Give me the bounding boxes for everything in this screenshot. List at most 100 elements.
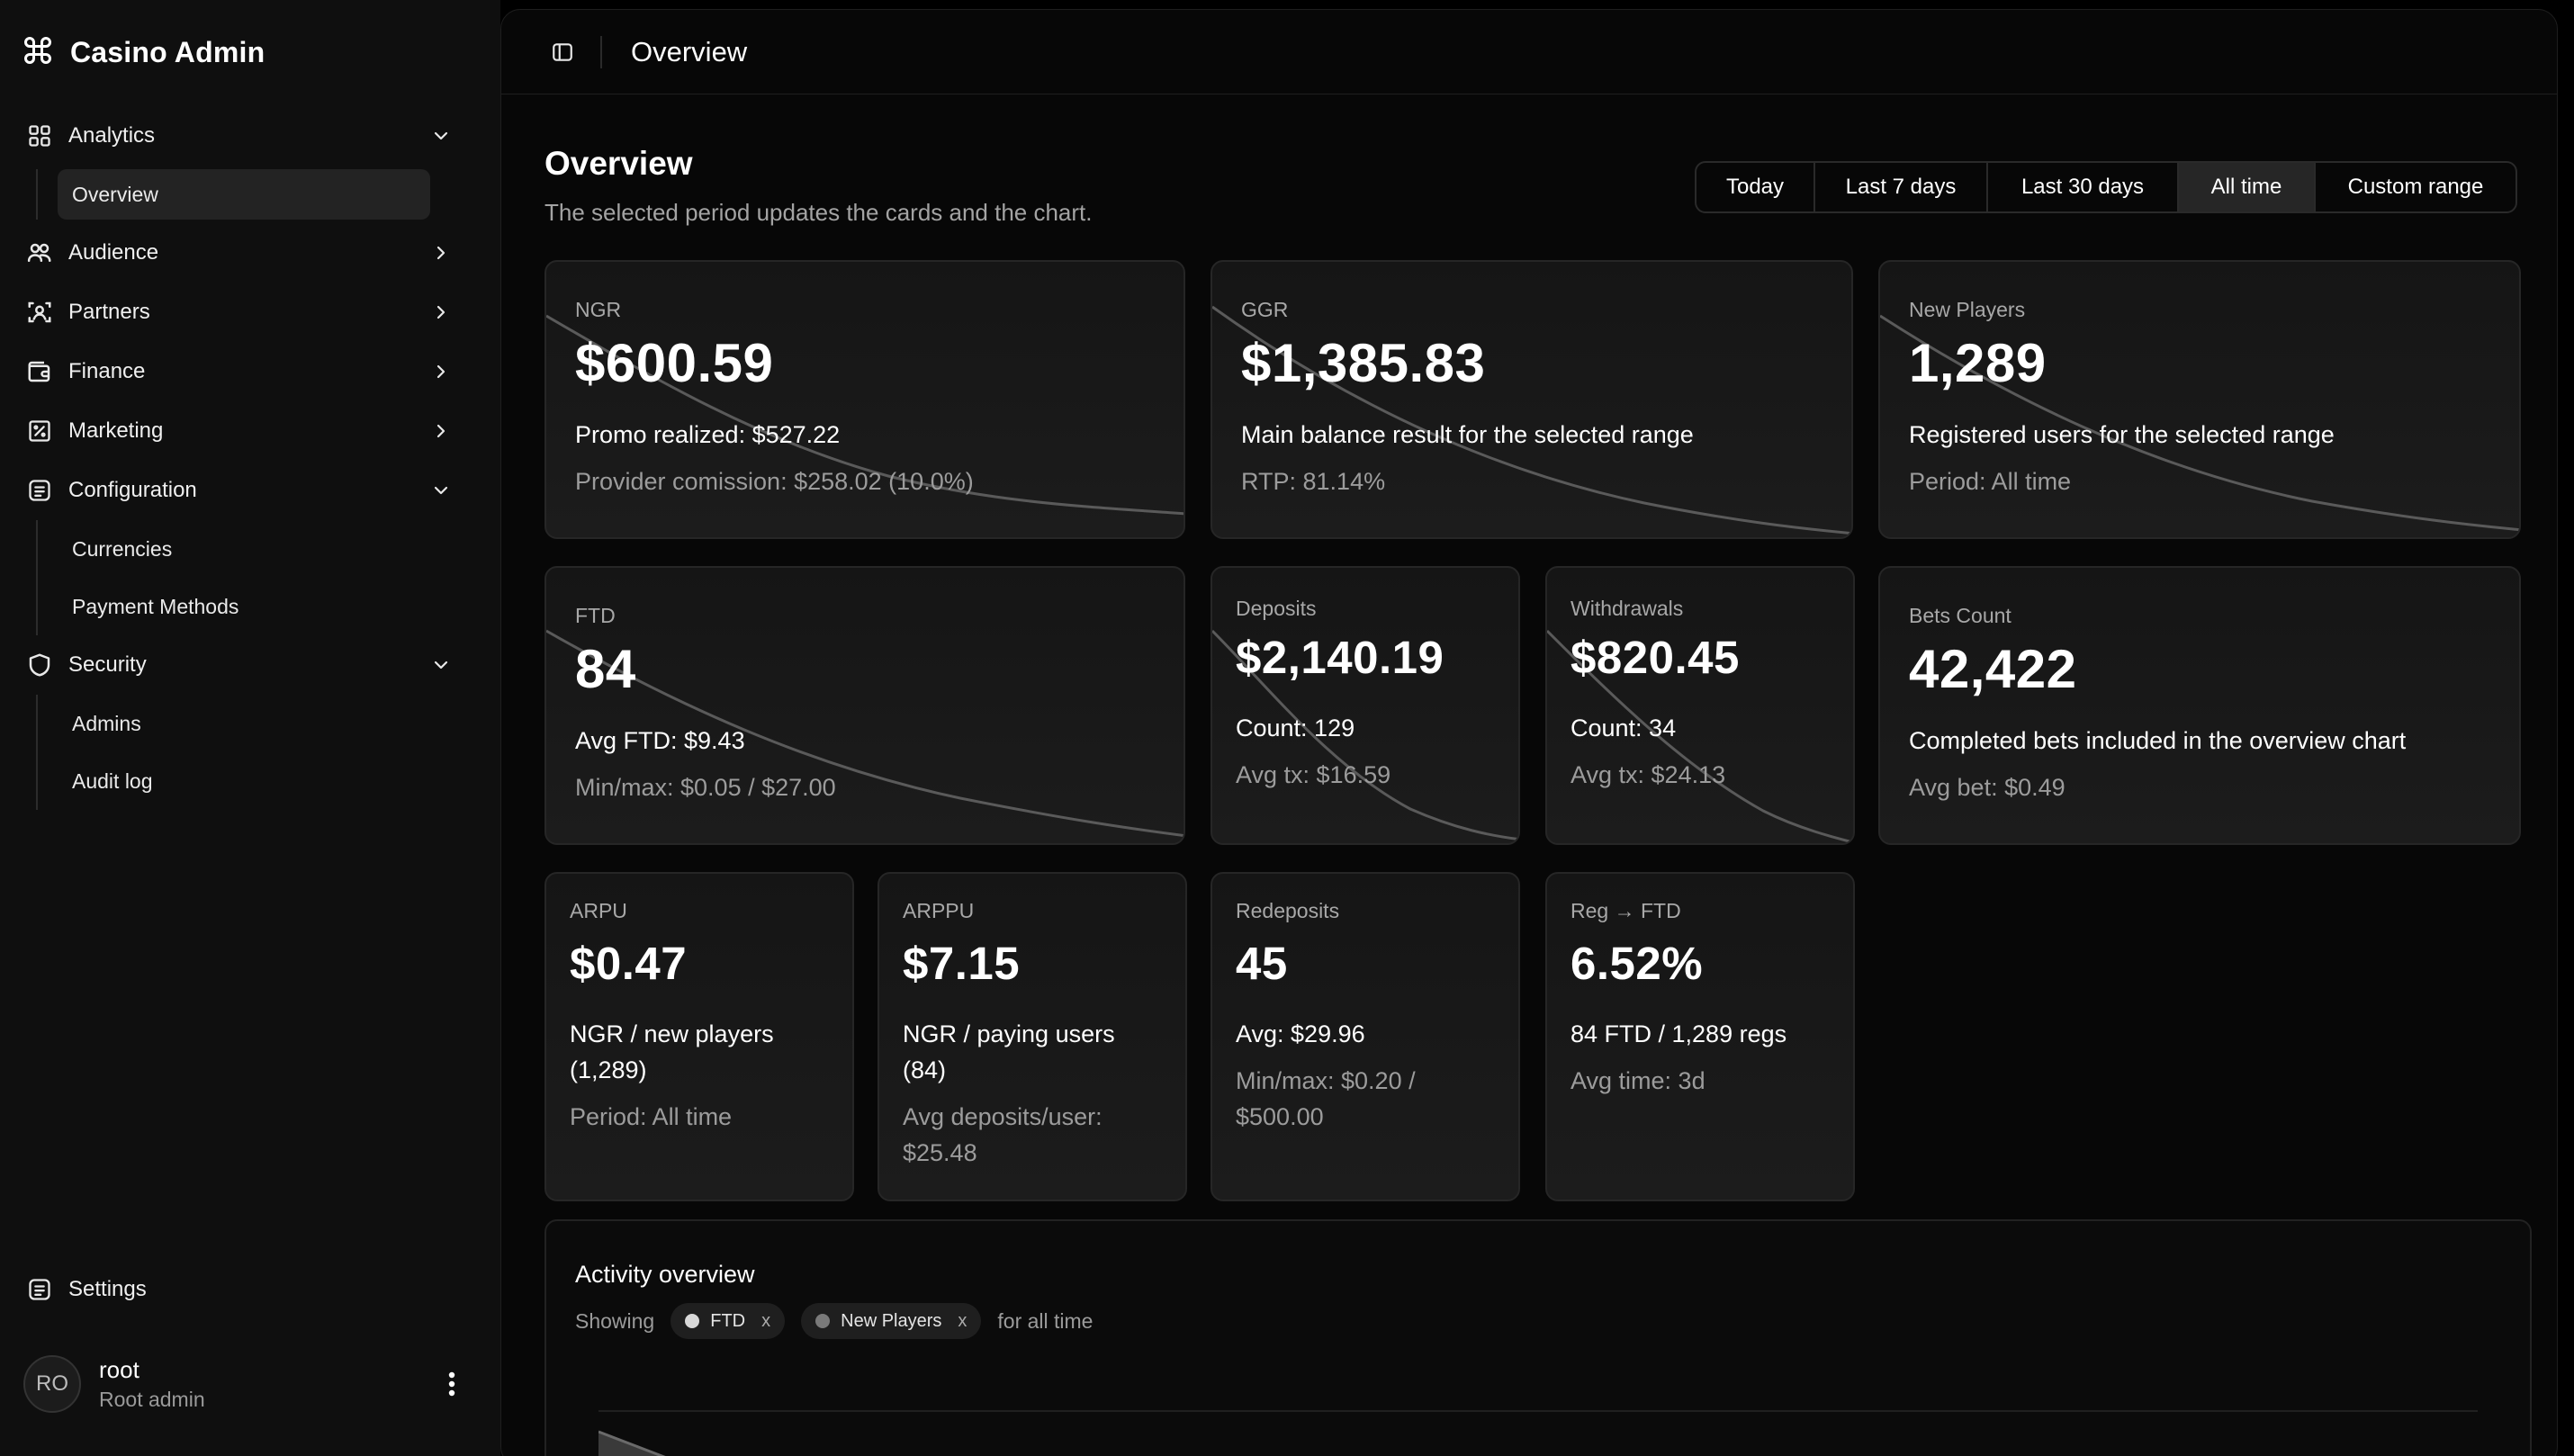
chevron-right-icon[interactable] [428, 359, 454, 384]
range-all-time[interactable]: All time [2179, 163, 2316, 211]
range-last-7-days[interactable]: Last 7 days [1815, 163, 1988, 211]
range-suffix: for all time [997, 1308, 1094, 1333]
sidebar-item-marketing[interactable]: Marketing [0, 401, 500, 461]
sidebar: Casino Admin Analytics Overview Audience [0, 0, 500, 1456]
card-arpu[interactable]: ARPU $0.47 NGR / new players (1,289) Per… [544, 872, 854, 1201]
card-value: 84 [575, 639, 636, 699]
card-line1-cont: (1,289) [570, 1056, 647, 1083]
card-redeposits[interactable]: Redeposits 45 Avg: $29.96 Min/max: $0.20… [1210, 872, 1520, 1201]
sidebar-item-audience[interactable]: Audience [0, 223, 500, 283]
card-line1: Avg: $29.96 [1236, 1020, 1365, 1047]
showing-label: Showing [575, 1308, 655, 1333]
chevron-down-icon[interactable] [428, 652, 454, 678]
sparkline [546, 629, 1184, 837]
config-icon [25, 476, 54, 505]
divider [600, 35, 602, 68]
card-deposits[interactable]: Deposits $2,140.19 Count: 129 Avg tx: $1… [1210, 566, 1520, 845]
partners-icon [25, 298, 54, 327]
sidebar-item-settings[interactable]: Settings [0, 1260, 500, 1319]
card-label: Bets Count [1909, 604, 2012, 627]
card-ftd[interactable]: FTD 84 Avg FTD: $9.43 Min/max: $0.05 / $… [544, 566, 1185, 845]
card-arppu[interactable]: ARPPU $7.15 NGR / paying users (84) Avg … [878, 872, 1187, 1201]
shield-icon [25, 651, 54, 679]
close-icon[interactable]: x [761, 1310, 771, 1331]
marketing-icon [25, 417, 54, 445]
sidebar-item-finance[interactable]: Finance [0, 342, 500, 401]
range-custom[interactable]: Custom range [2347, 175, 2484, 199]
sidebar-nav: Analytics Overview Audience Partners [0, 106, 500, 810]
card-new-players[interactable]: New Players 1,289 Registered users for t… [1878, 260, 2521, 539]
sidebar-item-label: Finance [68, 359, 146, 383]
card-line1: NGR / paying users [903, 1020, 1115, 1047]
card-line2: Period: All time [1909, 468, 2072, 495]
user-name: root [99, 1356, 140, 1383]
more-vertical-icon[interactable] [436, 1368, 468, 1400]
sparkline [1212, 305, 1851, 535]
page-title: Overview [544, 145, 693, 182]
card-value: $1,385.83 [1241, 333, 1486, 393]
chip-label: FTD [710, 1310, 746, 1331]
chart-gridline [598, 1410, 2478, 1412]
activity-title: Activity overview [575, 1261, 755, 1288]
card-line2: Provider comission: $258.02 (10.0%) [575, 468, 974, 495]
card-value: 45 [1236, 938, 1288, 989]
sidebar-submenu-configuration: Currencies Payment Methods [36, 520, 500, 635]
chip-label: New Players [841, 1310, 942, 1331]
card-line1: Completed bets included in the overview … [1909, 727, 2407, 754]
card-ggr[interactable]: GGR $1,385.83 Main balance result for th… [1210, 260, 1853, 539]
user-menu[interactable]: RO root Root admin [23, 1353, 473, 1415]
sidebar-subitem-currencies[interactable]: Currencies [72, 536, 173, 561]
users-icon [25, 238, 54, 267]
avatar: RO [23, 1355, 81, 1413]
sidebar-subitem-overview[interactable]: Overview [58, 169, 430, 220]
card-label: Redeposits [1236, 899, 1340, 922]
chevron-down-icon[interactable] [428, 123, 454, 148]
card-label: Withdrawals [1570, 597, 1684, 620]
card-value: $2,140.19 [1236, 632, 1444, 683]
card-line2: Avg deposits/user: [903, 1103, 1102, 1130]
card-label: New Players [1909, 298, 2026, 321]
topbar: Overview [501, 10, 2557, 94]
brand[interactable]: Casino Admin [22, 32, 265, 72]
chevron-right-icon[interactable] [428, 300, 454, 325]
sparkline [546, 314, 1184, 516]
card-label: FTD [575, 604, 616, 627]
command-icon [22, 34, 54, 71]
user-role: Root admin [99, 1388, 205, 1411]
range-today[interactable]: Today [1696, 163, 1815, 211]
card-line1: NGR / new players [570, 1020, 774, 1047]
sidebar-item-analytics[interactable]: Analytics [0, 106, 500, 166]
sidebar-item-label: Partners [68, 300, 150, 324]
sidebar-subitem-admins[interactable]: Admins [72, 711, 141, 735]
sidebar-subitem-payment-methods[interactable]: Payment Methods [72, 594, 239, 618]
card-line2: Avg tx: $24.13 [1570, 761, 1726, 788]
sparkline [1547, 629, 1853, 843]
sidebar-subitem-audit-log[interactable]: Audit log [72, 768, 153, 793]
sidebar-item-label: Marketing [68, 418, 164, 443]
series-dot [815, 1314, 831, 1328]
sidebar-item-partners[interactable]: Partners [0, 283, 500, 342]
card-reg-ftd[interactable]: Reg → FTD 6.52% 84 FTD / 1,289 regs Avg … [1545, 872, 1855, 1201]
card-bets-count[interactable]: Bets Count 42,422 Completed bets include… [1878, 566, 2521, 845]
sidebar-item-configuration[interactable]: Configuration [0, 461, 500, 520]
page-subtitle: The selected period updates the cards an… [544, 199, 1093, 226]
range-last-30-days[interactable]: Last 30 days [1988, 163, 2179, 211]
sidebar-item-security[interactable]: Security [0, 635, 500, 695]
sidebar-submenu-analytics: Overview [36, 169, 500, 220]
sidebar-toggle-icon[interactable] [544, 34, 580, 70]
chevron-right-icon[interactable] [428, 418, 454, 444]
chevron-right-icon[interactable] [428, 240, 454, 265]
topbar-title: Overview [631, 35, 748, 67]
series-chip-ftd[interactable]: FTD x [670, 1303, 786, 1339]
close-icon[interactable]: x [958, 1310, 968, 1331]
card-line2: Avg tx: $16.59 [1236, 761, 1391, 788]
card-label: ARPU [570, 899, 627, 922]
card-line1: Avg FTD: $9.43 [575, 727, 745, 754]
sparkline [1880, 314, 2519, 532]
card-value: 1,289 [1909, 333, 2047, 393]
card-withdrawals[interactable]: Withdrawals $820.45 Count: 34 Avg tx: $2… [1545, 566, 1855, 845]
card-ngr[interactable]: NGR $600.59 Promo realized: $527.22 Prov… [544, 260, 1185, 539]
chevron-down-icon[interactable] [428, 478, 454, 503]
card-line1-cont: (84) [903, 1056, 947, 1083]
series-chip-new-players[interactable]: New Players x [801, 1303, 982, 1339]
